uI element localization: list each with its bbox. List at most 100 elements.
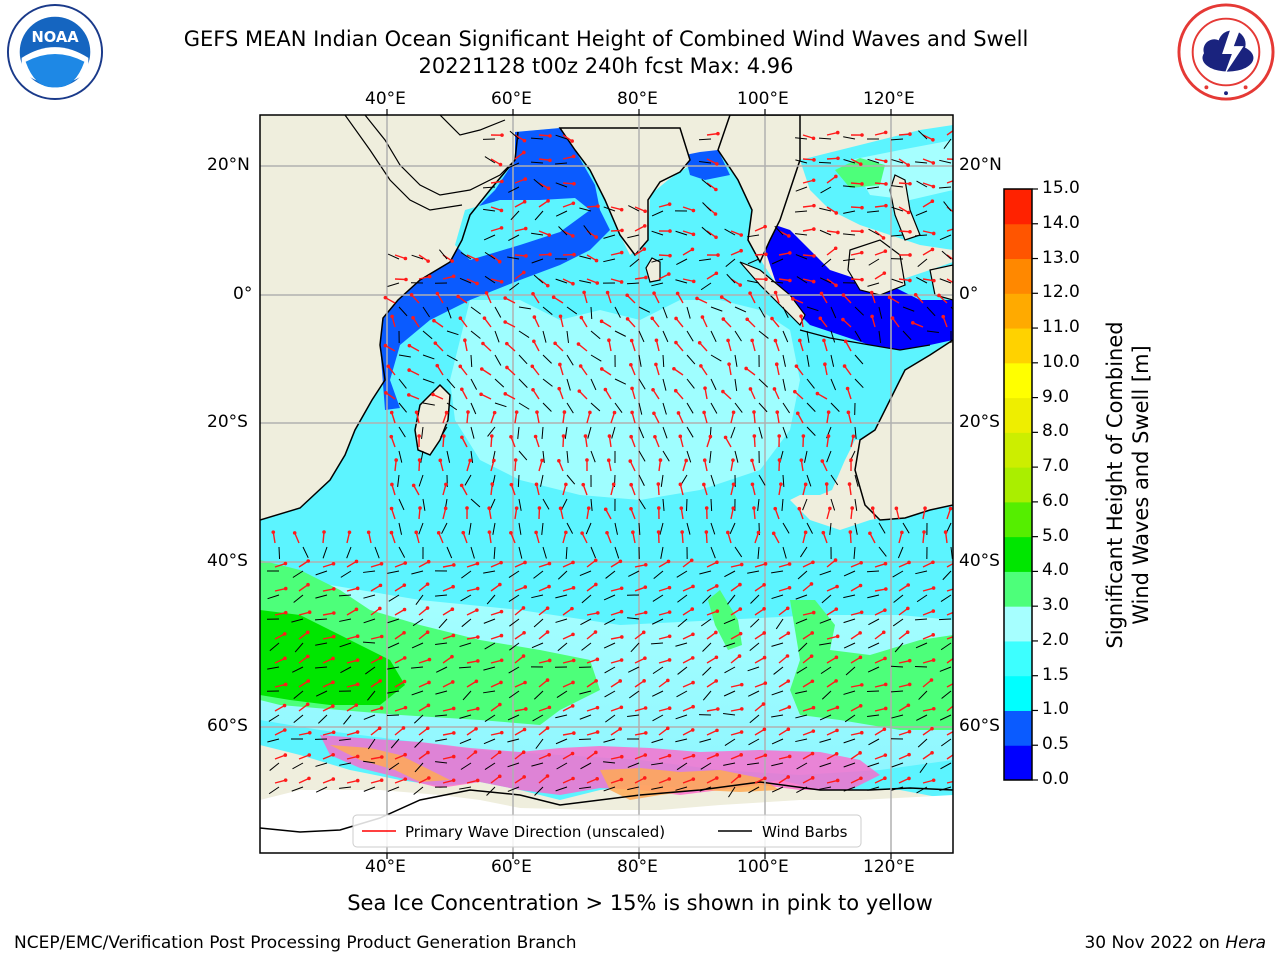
wave-arrow: [778, 706, 790, 712]
wave-arrow-head: [821, 530, 826, 535]
wave-arrow: [538, 230, 550, 236]
colorbar-tick-label: 10.0: [1042, 351, 1080, 372]
wave-arrow-head: [714, 235, 718, 240]
wind-barb: [441, 522, 448, 534]
wind-barb: [867, 282, 880, 287]
colorbar-tick-label: 4.0: [1042, 560, 1070, 581]
wind-barb: [542, 546, 547, 559]
wave-arrow-head: [402, 656, 407, 660]
wave-arrow: [485, 292, 492, 304]
wave-arrow: [889, 296, 900, 304]
wave-arrow-head: [882, 271, 887, 275]
wave-arrow: [802, 752, 813, 760]
wave-arrow-head: [619, 250, 624, 255]
wave-arrow-head: [451, 706, 456, 711]
wave-arrow-head: [678, 434, 683, 439]
wave-arrow: [802, 730, 814, 736]
wind-barb: [628, 205, 640, 212]
wave-arrow-head: [689, 558, 694, 563]
wave-arrow: [850, 562, 862, 568]
wind-barb: [651, 210, 664, 217]
wave-arrow-head: [377, 726, 382, 731]
wave-arrow-head: [799, 458, 804, 462]
wave-arrow: [586, 205, 599, 208]
wave-arrow-head: [788, 278, 792, 283]
wave-arrow: [583, 292, 588, 304]
wind-barb: [868, 738, 880, 746]
wave-arrow-head: [955, 283, 959, 287]
wave-arrow-head: [503, 320, 507, 324]
wave-arrow: [946, 278, 953, 284]
wave-arrow: [776, 364, 780, 376]
footer-host: Hera: [1225, 933, 1266, 953]
wave-arrow: [874, 158, 886, 162]
wave-arrow-head: [474, 679, 479, 684]
wind-barb: [638, 474, 645, 486]
wind-barb: [590, 378, 597, 391]
wave-arrow-head: [283, 656, 287, 661]
wind-barb: [676, 762, 688, 771]
wave-arrow-head: [764, 277, 768, 282]
wave-arrow-head: [931, 658, 936, 662]
wave-arrow-head: [596, 204, 600, 208]
wind-barb: [795, 254, 808, 260]
wind-barb: [493, 546, 496, 560]
wave-arrow: [754, 532, 760, 544]
wind-barb: [510, 210, 520, 221]
wave-arrow-head: [908, 253, 912, 257]
wave-arrow-head: [307, 776, 311, 781]
wave-arrow-head: [691, 753, 696, 758]
wave-arrow-head: [652, 411, 656, 416]
wave-arrow-head: [331, 752, 335, 757]
wave-arrow: [562, 705, 574, 712]
red-sea-coast: [344, 115, 463, 211]
wave-arrow: [634, 777, 646, 784]
wind-barb: [795, 738, 808, 743]
wave-arrow: [322, 778, 334, 784]
wind-barb: [710, 546, 716, 559]
wind-barb: [806, 330, 810, 343]
wind-barb: [558, 226, 568, 236]
wind-barb: [509, 282, 520, 291]
wave-arrow-head: [785, 606, 790, 611]
wind-barb: [555, 594, 568, 599]
wind-barb: [758, 426, 763, 439]
wind-barb: [461, 618, 472, 628]
wave-arrow: [751, 484, 756, 496]
wave-arrow-head: [562, 410, 567, 414]
wind-barb: [628, 666, 640, 673]
wave-arrow: [631, 388, 636, 400]
wave-arrow: [394, 778, 406, 784]
wave-arrow: [562, 633, 574, 640]
wave-arrow-head: [803, 530, 808, 535]
wave-arrow-head: [642, 247, 647, 251]
arabian-sea-blue: [380, 128, 610, 410]
wave-arrow-head: [833, 246, 838, 251]
wave-arrow-head: [450, 259, 454, 263]
wave-arrow-head: [714, 776, 719, 780]
wave-arrow: [682, 681, 694, 688]
wave-arrow-head: [642, 679, 646, 683]
wave-arrow-head: [331, 730, 336, 735]
wind-barb: [555, 210, 568, 217]
wave-arrow: [778, 755, 790, 760]
wave-arrow: [606, 532, 612, 544]
wave-arrow-head: [954, 127, 958, 131]
wave-arrow-head: [594, 582, 598, 587]
wave-arrow: [538, 607, 549, 616]
wave-arrow-head: [773, 290, 778, 295]
wave-arrow-head: [785, 654, 790, 658]
wave-arrow: [730, 633, 741, 640]
wave-arrow-head: [643, 706, 648, 710]
wave-arrow: [538, 631, 549, 640]
wave-arrow-head: [611, 482, 616, 487]
africa-coast: [260, 131, 519, 521]
wave-arrow-head: [811, 705, 816, 710]
wave-arrow-head: [810, 776, 815, 780]
y-tick-left-0: 0°: [233, 284, 253, 304]
wave-arrow: [610, 706, 622, 712]
wave-arrow-head: [870, 506, 875, 511]
wave-arrow: [922, 134, 934, 141]
wind-barb: [605, 570, 616, 579]
wave-arrow-head: [427, 776, 431, 780]
